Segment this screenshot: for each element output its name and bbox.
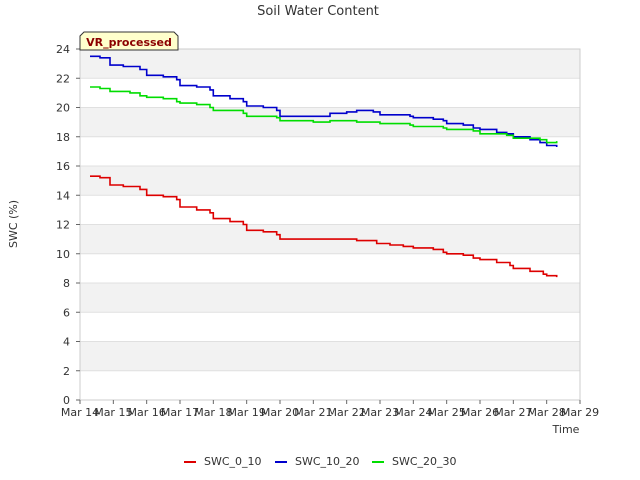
y-tick-label: 16: [56, 160, 70, 173]
x-tick-label: Mar 25: [428, 406, 466, 419]
badge-label: VR_processed: [86, 36, 172, 49]
y-axis-label: SWC (%): [7, 200, 20, 248]
background-band: [80, 283, 580, 313]
y-tick-label: 10: [56, 248, 70, 261]
plot-background-bands: [80, 48, 580, 401]
badge-box: [79, 31, 179, 51]
series-line-swc-20-30: [90, 86, 558, 144]
y-tick-label: 20: [56, 102, 70, 115]
x-tick-label: Mar 17: [161, 406, 199, 419]
y-tick-label: 0: [63, 394, 70, 407]
y-tick-label: 6: [63, 306, 70, 319]
x-tick-label: Mar 16: [128, 406, 166, 419]
series-line-swc-0-10: [90, 175, 558, 278]
y-tick-label: 12: [56, 219, 70, 232]
vr-processed-badge: VR_processed: [79, 31, 179, 51]
x-tick-label: Mar 23: [361, 406, 399, 419]
legend-label: SWC_10_20: [295, 455, 360, 468]
y-tick-label: 24: [56, 43, 70, 56]
x-tick-label: Mar 27: [494, 406, 532, 419]
x-tick-label: Mar 26: [461, 406, 499, 419]
x-tick-label: Mar 14: [61, 406, 99, 419]
x-tick-label: Mar 24: [394, 406, 432, 419]
x-tick-label: Mar 22: [328, 406, 366, 419]
x-tick-label: Mar 15: [94, 406, 132, 419]
x-tick-label: Mar 21: [294, 406, 332, 419]
legend: SWC_0_10 SWC_10_20 SWC_20_30: [184, 455, 457, 468]
x-tick-label: Mar 20: [261, 406, 299, 419]
x-tick-label: Mar 18: [194, 406, 232, 419]
y-tick-label: 8: [63, 277, 70, 290]
x-tick-label: Mar 19: [228, 406, 266, 419]
background-band: [80, 49, 580, 79]
legend-label: SWC_20_30: [392, 455, 457, 468]
y-tick-label: 4: [63, 336, 70, 349]
chart-title: Soil Water Content: [257, 4, 379, 19]
y-tick-label: 18: [56, 131, 70, 144]
y-tick-label: 2: [63, 365, 70, 378]
y-tick-label: 14: [56, 189, 70, 202]
y-tick-label: 22: [56, 72, 70, 85]
background-band: [80, 166, 580, 196]
series-line-swc-10-20: [90, 55, 558, 147]
legend-label: SWC_0_10: [204, 455, 262, 468]
series-lines: [90, 55, 558, 278]
x-tick-label: Mar 29: [561, 406, 599, 419]
x-axis-label: Time: [552, 423, 580, 436]
background-band: [80, 341, 580, 371]
x-tick-label: Mar 28: [528, 406, 566, 419]
